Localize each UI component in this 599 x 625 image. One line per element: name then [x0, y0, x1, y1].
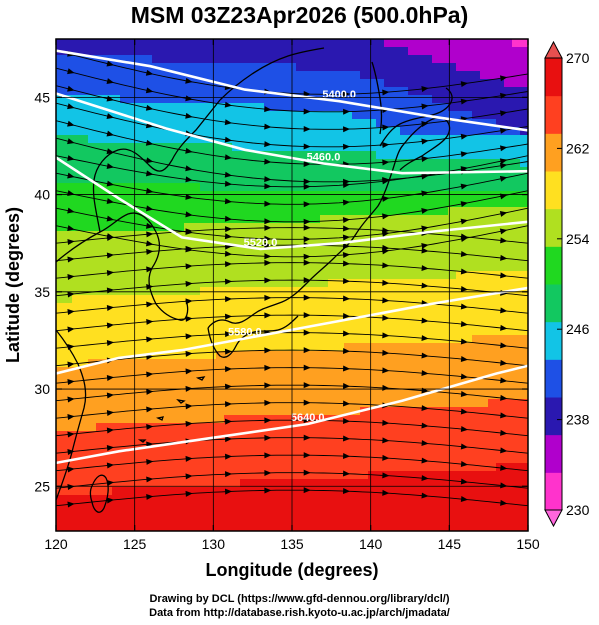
- plot-frame: [55, 38, 529, 532]
- contour-line: [56, 92, 528, 175]
- y-tick-label: 25: [34, 478, 50, 494]
- colorbar-segment: [545, 472, 562, 511]
- contour-line: [56, 286, 528, 375]
- colorbar-tick-label: 262: [566, 140, 590, 156]
- credit-data: Data from http://database.rish.kyoto-u.a…: [149, 607, 450, 619]
- credit-drawing: Drawing by DCL (https://www.gfd-dennou.o…: [149, 593, 450, 605]
- contour-label: 5520.0: [244, 237, 278, 249]
- x-tick-label: 120: [44, 536, 68, 552]
- colorbar-border: [544, 57, 563, 511]
- contour-line: [56, 364, 528, 465]
- x-axis-label: Longitude (degrees): [205, 560, 378, 580]
- colorbar-tick-label: 238: [566, 412, 590, 428]
- colorbar-segment: [545, 434, 562, 473]
- colorbar-segment: [545, 284, 562, 323]
- x-tick-label: 140: [359, 536, 383, 552]
- axes: 120 125 130 135 140 145 150 25 30 35 40 45 Longitude…: [3, 39, 540, 580]
- colorbar: 230 238 246 254 262 270: [544, 40, 590, 528]
- y-axis-label: Latitude (degrees): [3, 207, 23, 363]
- x-tick-label: 135: [280, 536, 304, 552]
- contour-label: 5400.0: [322, 89, 356, 101]
- temperature-field: [56, 39, 528, 531]
- y-tick-label: 30: [34, 381, 50, 397]
- x-tick-label: 130: [202, 536, 226, 552]
- colorbar-tick-label: 246: [566, 321, 590, 337]
- colorbar-segment: [545, 95, 562, 134]
- colorbar-segment: [545, 321, 562, 360]
- colorbar-segment: [545, 397, 562, 436]
- contour-label: 5640.0: [291, 412, 325, 424]
- y-tick-label: 45: [34, 89, 50, 105]
- y-tick-label: 40: [34, 187, 50, 203]
- colorbar-segment: [545, 133, 562, 172]
- x-tick-label: 125: [123, 536, 147, 552]
- colorbar-tick-label: 230: [566, 502, 590, 518]
- colorbar-tick-label: 270: [566, 50, 590, 66]
- colorbar-max-triangle: [544, 40, 563, 59]
- colorbar-segment: [545, 246, 562, 285]
- contour-label: 5580.0: [228, 327, 262, 339]
- colorbar-segment: [545, 208, 562, 247]
- x-tick-label: 150: [516, 536, 540, 552]
- colorbar-segment: [545, 58, 562, 97]
- coastlines: [56, 47, 453, 513]
- x-tick-label: 145: [438, 536, 462, 552]
- colorbar-segment: [545, 171, 562, 210]
- colorbar-segment: [545, 359, 562, 398]
- map-title: MSM 03Z23Apr2026 (500.0hPa): [130, 2, 469, 28]
- contour-line: [56, 156, 528, 251]
- y-tick-label: 35: [34, 284, 50, 300]
- colorbar-min-triangle: [544, 509, 563, 528]
- contour-label: 5460.0: [307, 152, 341, 164]
- colorbar-tick-label: 254: [566, 231, 590, 247]
